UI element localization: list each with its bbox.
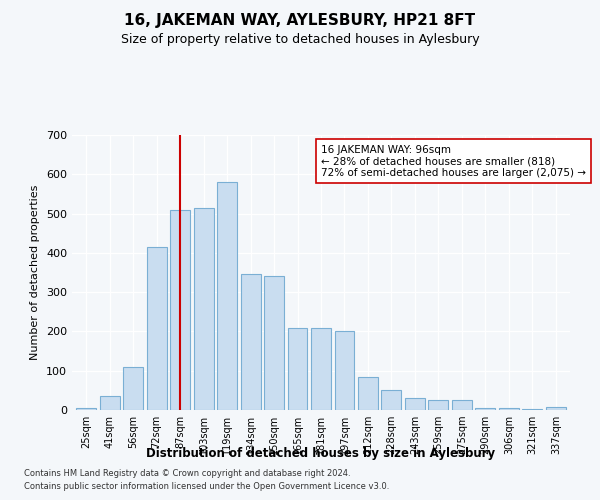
Y-axis label: Number of detached properties: Number of detached properties (31, 185, 40, 360)
Bar (311, 328, 331, 410)
Bar (452, 400, 472, 410)
Bar (123, 367, 143, 410)
Text: Distribution of detached houses by size in Aylesbury: Distribution of detached houses by size … (146, 448, 496, 460)
Bar (523, 409, 542, 410)
Bar (499, 408, 519, 410)
Text: Contains HM Land Registry data © Crown copyright and database right 2024.: Contains HM Land Registry data © Crown c… (24, 468, 350, 477)
Bar (146, 247, 167, 410)
Text: Size of property relative to detached houses in Aylesbury: Size of property relative to detached ho… (121, 32, 479, 46)
Text: Contains public sector information licensed under the Open Government Licence v3: Contains public sector information licen… (24, 482, 389, 491)
Text: 16 JAKEMAN WAY: 96sqm
← 28% of detached houses are smaller (818)
72% of semi-det: 16 JAKEMAN WAY: 96sqm ← 28% of detached … (321, 144, 586, 178)
Bar (405, 398, 425, 410)
Bar (358, 376, 378, 410)
Bar (382, 390, 401, 410)
Bar (217, 182, 237, 410)
Bar (475, 408, 496, 410)
Bar (335, 332, 355, 410)
Bar (194, 208, 214, 410)
Bar (100, 396, 119, 410)
Bar (170, 210, 190, 410)
Bar (264, 276, 284, 410)
Bar (241, 274, 260, 410)
Bar (546, 407, 566, 410)
Text: 16, JAKEMAN WAY, AYLESBURY, HP21 8FT: 16, JAKEMAN WAY, AYLESBURY, HP21 8FT (124, 12, 476, 28)
Bar (76, 408, 96, 410)
Bar (287, 328, 307, 410)
Bar (428, 400, 448, 410)
